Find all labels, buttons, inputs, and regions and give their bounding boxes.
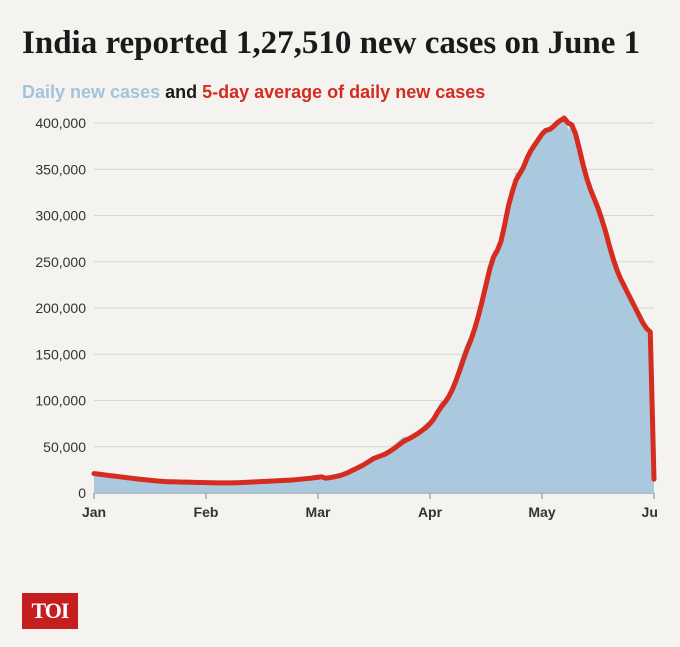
svg-text:150,000: 150,000 (35, 346, 86, 362)
svg-text:0: 0 (78, 485, 86, 501)
svg-text:250,000: 250,000 (35, 253, 86, 269)
svg-text:May: May (528, 504, 555, 520)
svg-text:Jun: Jun (642, 504, 658, 520)
toi-logo: TOI (22, 593, 78, 629)
svg-text:300,000: 300,000 (35, 207, 86, 223)
svg-text:Mar: Mar (306, 504, 331, 520)
svg-text:Jan: Jan (82, 504, 106, 520)
chart-area: 0 50,000 100,000 150,000 200,000 250,000 300,0… (22, 115, 658, 535)
svg-text:200,000: 200,000 (35, 300, 86, 316)
svg-text:100,000: 100,000 (35, 392, 86, 408)
legend-5day-avg: 5-day average of daily new cases (202, 82, 485, 102)
legend-joiner: and (160, 82, 202, 102)
svg-text:400,000: 400,000 (35, 115, 86, 131)
svg-text:350,000: 350,000 (35, 161, 86, 177)
chart-svg: 0 50,000 100,000 150,000 200,000 250,000 300,0… (22, 115, 658, 535)
chart-title: India reported 1,27,510 new cases on Jun… (22, 24, 658, 64)
legend-daily-cases: Daily new cases (22, 82, 160, 102)
svg-text:50,000: 50,000 (43, 438, 86, 454)
chart-subtitle: Daily new cases and 5-day average of dai… (22, 82, 658, 103)
svg-text:Apr: Apr (418, 504, 443, 520)
svg-text:Feb: Feb (194, 504, 219, 520)
